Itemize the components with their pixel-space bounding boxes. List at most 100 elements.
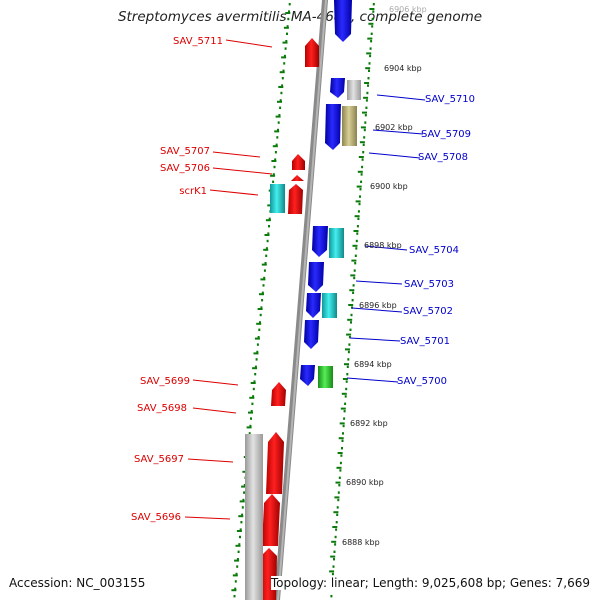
scale-tick [340, 407, 346, 410]
scale-tick [353, 230, 359, 232]
scale-tick [238, 515, 244, 518]
track-dot [262, 284, 265, 287]
scale-tick [354, 215, 360, 218]
label-sav5704[interactable]: SAV_5704 [409, 245, 459, 256]
scale-tick [329, 570, 335, 573]
track-dot [363, 128, 366, 132]
track-dot [333, 550, 336, 553]
gene-scrk1-partner[interactable] [270, 184, 285, 213]
gene-sav5698[interactable] [266, 432, 284, 494]
gene-sav5704-blue[interactable] [312, 226, 328, 257]
track-dot [369, 54, 372, 58]
gene-sav5700[interactable] [318, 366, 333, 388]
track-dot [335, 521, 338, 524]
scale-label: 6902 kbp [375, 123, 413, 132]
track-dot [288, 10, 290, 13]
scale-label: 6892 kbp [350, 419, 388, 428]
label-sav5701[interactable]: SAV_5701 [400, 336, 450, 347]
track-dot [366, 91, 369, 95]
scale-tick [281, 56, 287, 59]
gene-scrk1[interactable] [288, 184, 303, 214]
scale-tick [337, 452, 343, 454]
track-dot [236, 558, 239, 561]
gene-pseudo-gray[interactable] [245, 434, 263, 600]
track-dot [239, 535, 241, 539]
label-sav5696[interactable]: SAV_5696 [131, 512, 181, 523]
track-dot [266, 239, 269, 243]
genome-backbone-highlight [277, 0, 327, 600]
gene-sav5710[interactable] [347, 80, 361, 100]
gene-sav5709-blue[interactable] [325, 104, 341, 150]
track-dot [330, 595, 333, 598]
scale-tick [257, 308, 263, 310]
gene-sav5699[interactable] [271, 382, 286, 406]
track-dot [344, 395, 347, 398]
gene-sav5702-blue[interactable] [306, 293, 321, 318]
track-dot [240, 521, 243, 524]
track-dot [361, 165, 364, 169]
gene-sav5701[interactable] [304, 320, 319, 349]
gene-sav5704[interactable] [329, 228, 344, 258]
label-sav5700[interactable]: SAV_5700 [397, 376, 447, 387]
track-dot [353, 269, 356, 272]
scale-label: 6900 kbp [370, 182, 408, 191]
scale-tick [279, 71, 285, 74]
scale-label: 6896 kbp [359, 301, 397, 310]
gene-top-blue[interactable] [334, 0, 352, 42]
gene-sav5711[interactable] [305, 38, 319, 67]
gene-sav5710-blue[interactable] [330, 78, 345, 98]
gene-sav5700-blue[interactable] [300, 365, 315, 386]
track-dot [255, 358, 258, 361]
scale-label: 6888 kbp [342, 538, 380, 547]
scale-tick [256, 322, 262, 325]
scale-tick [330, 555, 336, 558]
track-dot [338, 476, 341, 479]
label-sav5703[interactable]: SAV_5703 [404, 279, 454, 290]
label-sav5699[interactable]: SAV_5699 [140, 376, 190, 387]
gene-sav5707[interactable] [292, 154, 305, 170]
track-dot [363, 136, 366, 139]
label-sav5710[interactable]: SAV_5710 [425, 94, 475, 105]
label-sav5711[interactable]: SAV_5711 [173, 36, 223, 47]
track-dot [355, 239, 358, 243]
gene-sav5709[interactable] [342, 106, 357, 146]
track-dot [350, 321, 352, 324]
label-scrk1[interactable]: scrK1 [179, 186, 207, 197]
track-dot [283, 54, 286, 58]
scale-tick [235, 544, 241, 547]
gene-sav5697[interactable] [262, 494, 280, 546]
track-dot [261, 291, 264, 294]
track-dot [338, 484, 341, 487]
scale-tick [282, 41, 288, 44]
scale-label: 6904 kbp [384, 64, 422, 73]
label-sav5698[interactable]: SAV_5698 [137, 403, 187, 414]
scale-tick [264, 234, 270, 236]
label-sav5707[interactable]: SAV_5707 [160, 146, 210, 157]
track-dot [345, 387, 348, 391]
accession-text: Accession: NC_003155 [9, 576, 146, 590]
track-dot [275, 143, 278, 146]
gene-sav5702[interactable] [322, 293, 337, 318]
track-dot [268, 217, 271, 220]
track-dot [371, 17, 374, 21]
label-sav5709[interactable]: SAV_5709 [421, 129, 471, 140]
track-dot [272, 173, 275, 176]
label-sav5708[interactable]: SAV_5708 [418, 152, 468, 163]
track-dot [260, 306, 263, 309]
track-dot [342, 424, 345, 428]
track-dot [341, 439, 344, 442]
scale-tick [358, 156, 364, 158]
scale-tick [248, 411, 253, 414]
track-dot [368, 62, 371, 65]
track-dot [237, 550, 240, 553]
label-sav5706[interactable]: SAV_5706 [160, 163, 210, 174]
label-sav5697[interactable]: SAV_5697 [134, 454, 184, 465]
genome-summary-text: Topology: linear; Length: 9,025,608 bp; … [270, 576, 590, 590]
track-dot [354, 262, 357, 265]
track-dot [280, 91, 283, 95]
track-dot [277, 128, 279, 132]
gene-sav5703[interactable] [308, 262, 324, 292]
label-sav5702[interactable]: SAV_5702 [403, 306, 453, 317]
gene-sav5706[interactable] [291, 175, 304, 181]
track-dot [368, 69, 370, 72]
